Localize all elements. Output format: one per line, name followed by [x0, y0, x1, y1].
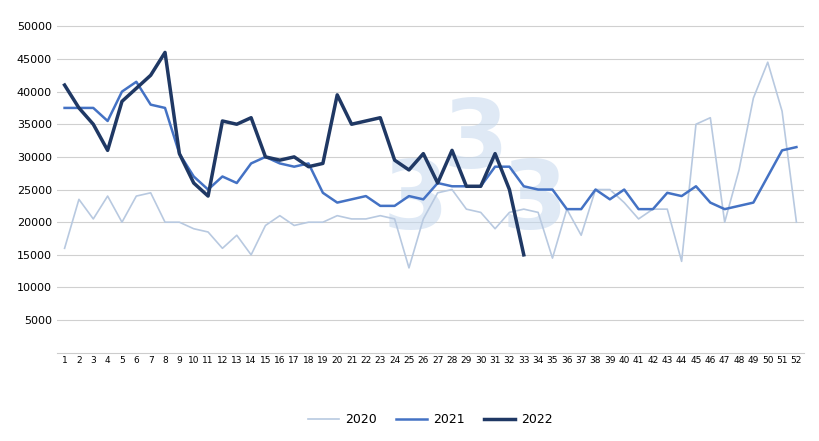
- Text: 3: 3: [442, 96, 508, 188]
- Text: 3: 3: [382, 157, 448, 250]
- Text: 3: 3: [501, 157, 567, 250]
- Legend: 2020, 2021, 2022: 2020, 2021, 2022: [303, 408, 557, 431]
